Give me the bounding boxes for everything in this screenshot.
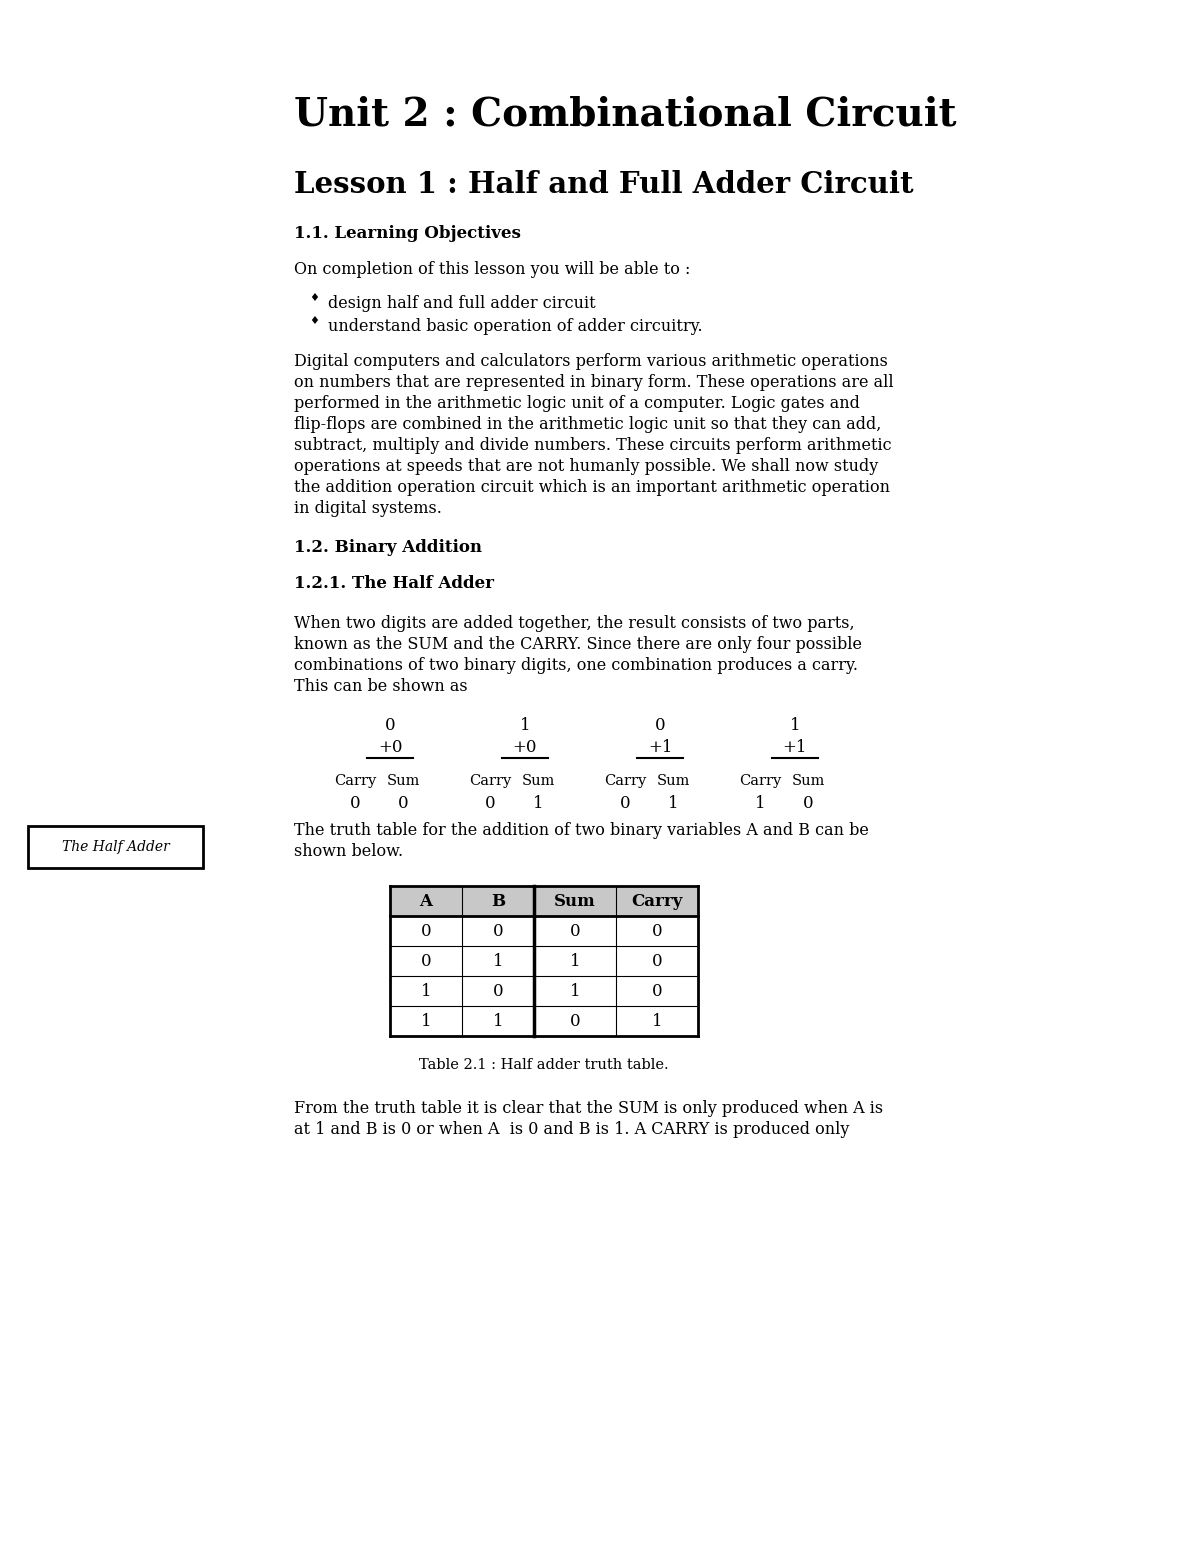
Text: +0: +0 bbox=[512, 739, 538, 756]
Text: 1: 1 bbox=[667, 795, 678, 812]
Text: 0: 0 bbox=[385, 717, 395, 735]
Text: Carry: Carry bbox=[334, 773, 376, 787]
Text: in digital systems.: in digital systems. bbox=[294, 500, 442, 517]
Text: 1: 1 bbox=[421, 983, 431, 1000]
Text: The Half Adder: The Half Adder bbox=[61, 840, 169, 854]
Text: Sum: Sum bbox=[791, 773, 824, 787]
Text: 1.2. Binary Addition: 1.2. Binary Addition bbox=[294, 539, 482, 556]
Text: 0: 0 bbox=[421, 952, 431, 969]
Text: B: B bbox=[491, 893, 505, 910]
Text: 0: 0 bbox=[570, 922, 581, 940]
Text: The truth table for the addition of two binary variables A and B can be: The truth table for the addition of two … bbox=[294, 822, 869, 839]
Text: performed in the arithmetic logic unit of a computer. Logic gates and: performed in the arithmetic logic unit o… bbox=[294, 394, 860, 412]
Text: flip-flops are combined in the arithmetic logic unit so that they can add,: flip-flops are combined in the arithmeti… bbox=[294, 416, 881, 433]
Text: 1.2.1. The Half Adder: 1.2.1. The Half Adder bbox=[294, 575, 494, 592]
Text: 0: 0 bbox=[652, 922, 662, 940]
Text: From the truth table it is clear that the SUM is only produced when A is: From the truth table it is clear that th… bbox=[294, 1100, 883, 1117]
Text: 0: 0 bbox=[349, 795, 360, 812]
Text: Lesson 1 : Half and Full Adder Circuit: Lesson 1 : Half and Full Adder Circuit bbox=[294, 169, 913, 199]
Text: On completion of this lesson you will be able to :: On completion of this lesson you will be… bbox=[294, 261, 690, 278]
Text: 0: 0 bbox=[570, 1013, 581, 1030]
Text: 1: 1 bbox=[790, 717, 800, 735]
Text: 0: 0 bbox=[493, 922, 503, 940]
Text: known as the SUM and the CARRY. Since there are only four possible: known as the SUM and the CARRY. Since th… bbox=[294, 637, 862, 652]
Text: 1: 1 bbox=[755, 795, 766, 812]
Text: 1: 1 bbox=[493, 1013, 503, 1030]
Text: When two digits are added together, the result consists of two parts,: When two digits are added together, the … bbox=[294, 615, 854, 632]
Text: at 1 and B is 0 or when A  is 0 and B is 1. A CARRY is produced only: at 1 and B is 0 or when A is 0 and B is … bbox=[294, 1121, 850, 1138]
Text: Carry: Carry bbox=[631, 893, 683, 910]
Text: +1: +1 bbox=[648, 739, 672, 756]
Text: 0: 0 bbox=[655, 717, 665, 735]
Text: combinations of two binary digits, one combination produces a carry.: combinations of two binary digits, one c… bbox=[294, 657, 858, 674]
Text: 0: 0 bbox=[493, 983, 503, 1000]
Text: 0: 0 bbox=[652, 952, 662, 969]
Text: 1: 1 bbox=[533, 795, 544, 812]
Text: 0: 0 bbox=[803, 795, 814, 812]
Text: 0: 0 bbox=[652, 983, 662, 1000]
Text: Table 2.1 : Half adder truth table.: Table 2.1 : Half adder truth table. bbox=[419, 1058, 668, 1072]
Text: 1.1. Learning Objectives: 1.1. Learning Objectives bbox=[294, 225, 521, 242]
Text: 0: 0 bbox=[397, 795, 408, 812]
Text: understand basic operation of adder circuitry.: understand basic operation of adder circ… bbox=[328, 318, 703, 335]
Text: +1: +1 bbox=[782, 739, 808, 756]
Bar bbox=[28, 826, 203, 868]
Text: Carry: Carry bbox=[604, 773, 646, 787]
Text: 0: 0 bbox=[619, 795, 630, 812]
Text: 1: 1 bbox=[652, 1013, 662, 1030]
Text: on numbers that are represented in binary form. These operations are all: on numbers that are represented in binar… bbox=[294, 374, 894, 391]
Text: A: A bbox=[420, 893, 432, 910]
Text: operations at speeds that are not humanly possible. We shall now study: operations at speeds that are not humanl… bbox=[294, 458, 878, 475]
Text: Unit 2 : Combinational Circuit: Unit 2 : Combinational Circuit bbox=[294, 95, 956, 134]
Text: Sum: Sum bbox=[521, 773, 554, 787]
Text: 1: 1 bbox=[570, 983, 581, 1000]
Text: subtract, multiply and divide numbers. These circuits perform arithmetic: subtract, multiply and divide numbers. T… bbox=[294, 436, 892, 453]
Text: 1: 1 bbox=[520, 717, 530, 735]
Text: Sum: Sum bbox=[554, 893, 596, 910]
Text: 1: 1 bbox=[493, 952, 503, 969]
Text: the addition operation circuit which is an important arithmetic operation: the addition operation circuit which is … bbox=[294, 478, 890, 495]
Text: 1: 1 bbox=[570, 952, 581, 969]
Bar bbox=[390, 887, 698, 916]
Text: Carry: Carry bbox=[469, 773, 511, 787]
Text: This can be shown as: This can be shown as bbox=[294, 679, 468, 696]
Text: 1: 1 bbox=[421, 1013, 431, 1030]
Text: Sum: Sum bbox=[386, 773, 420, 787]
Text: Carry: Carry bbox=[739, 773, 781, 787]
Text: +0: +0 bbox=[378, 739, 402, 756]
Text: ♦: ♦ bbox=[310, 294, 319, 303]
Text: design half and full adder circuit: design half and full adder circuit bbox=[328, 295, 595, 312]
Text: shown below.: shown below. bbox=[294, 843, 403, 860]
Text: Sum: Sum bbox=[656, 773, 690, 787]
Text: 0: 0 bbox=[485, 795, 496, 812]
Text: ♦: ♦ bbox=[310, 315, 319, 326]
Text: Digital computers and calculators perform various arithmetic operations: Digital computers and calculators perfor… bbox=[294, 353, 888, 370]
Text: 0: 0 bbox=[421, 922, 431, 940]
